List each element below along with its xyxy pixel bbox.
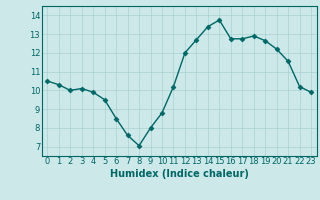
X-axis label: Humidex (Indice chaleur): Humidex (Indice chaleur) xyxy=(110,169,249,179)
